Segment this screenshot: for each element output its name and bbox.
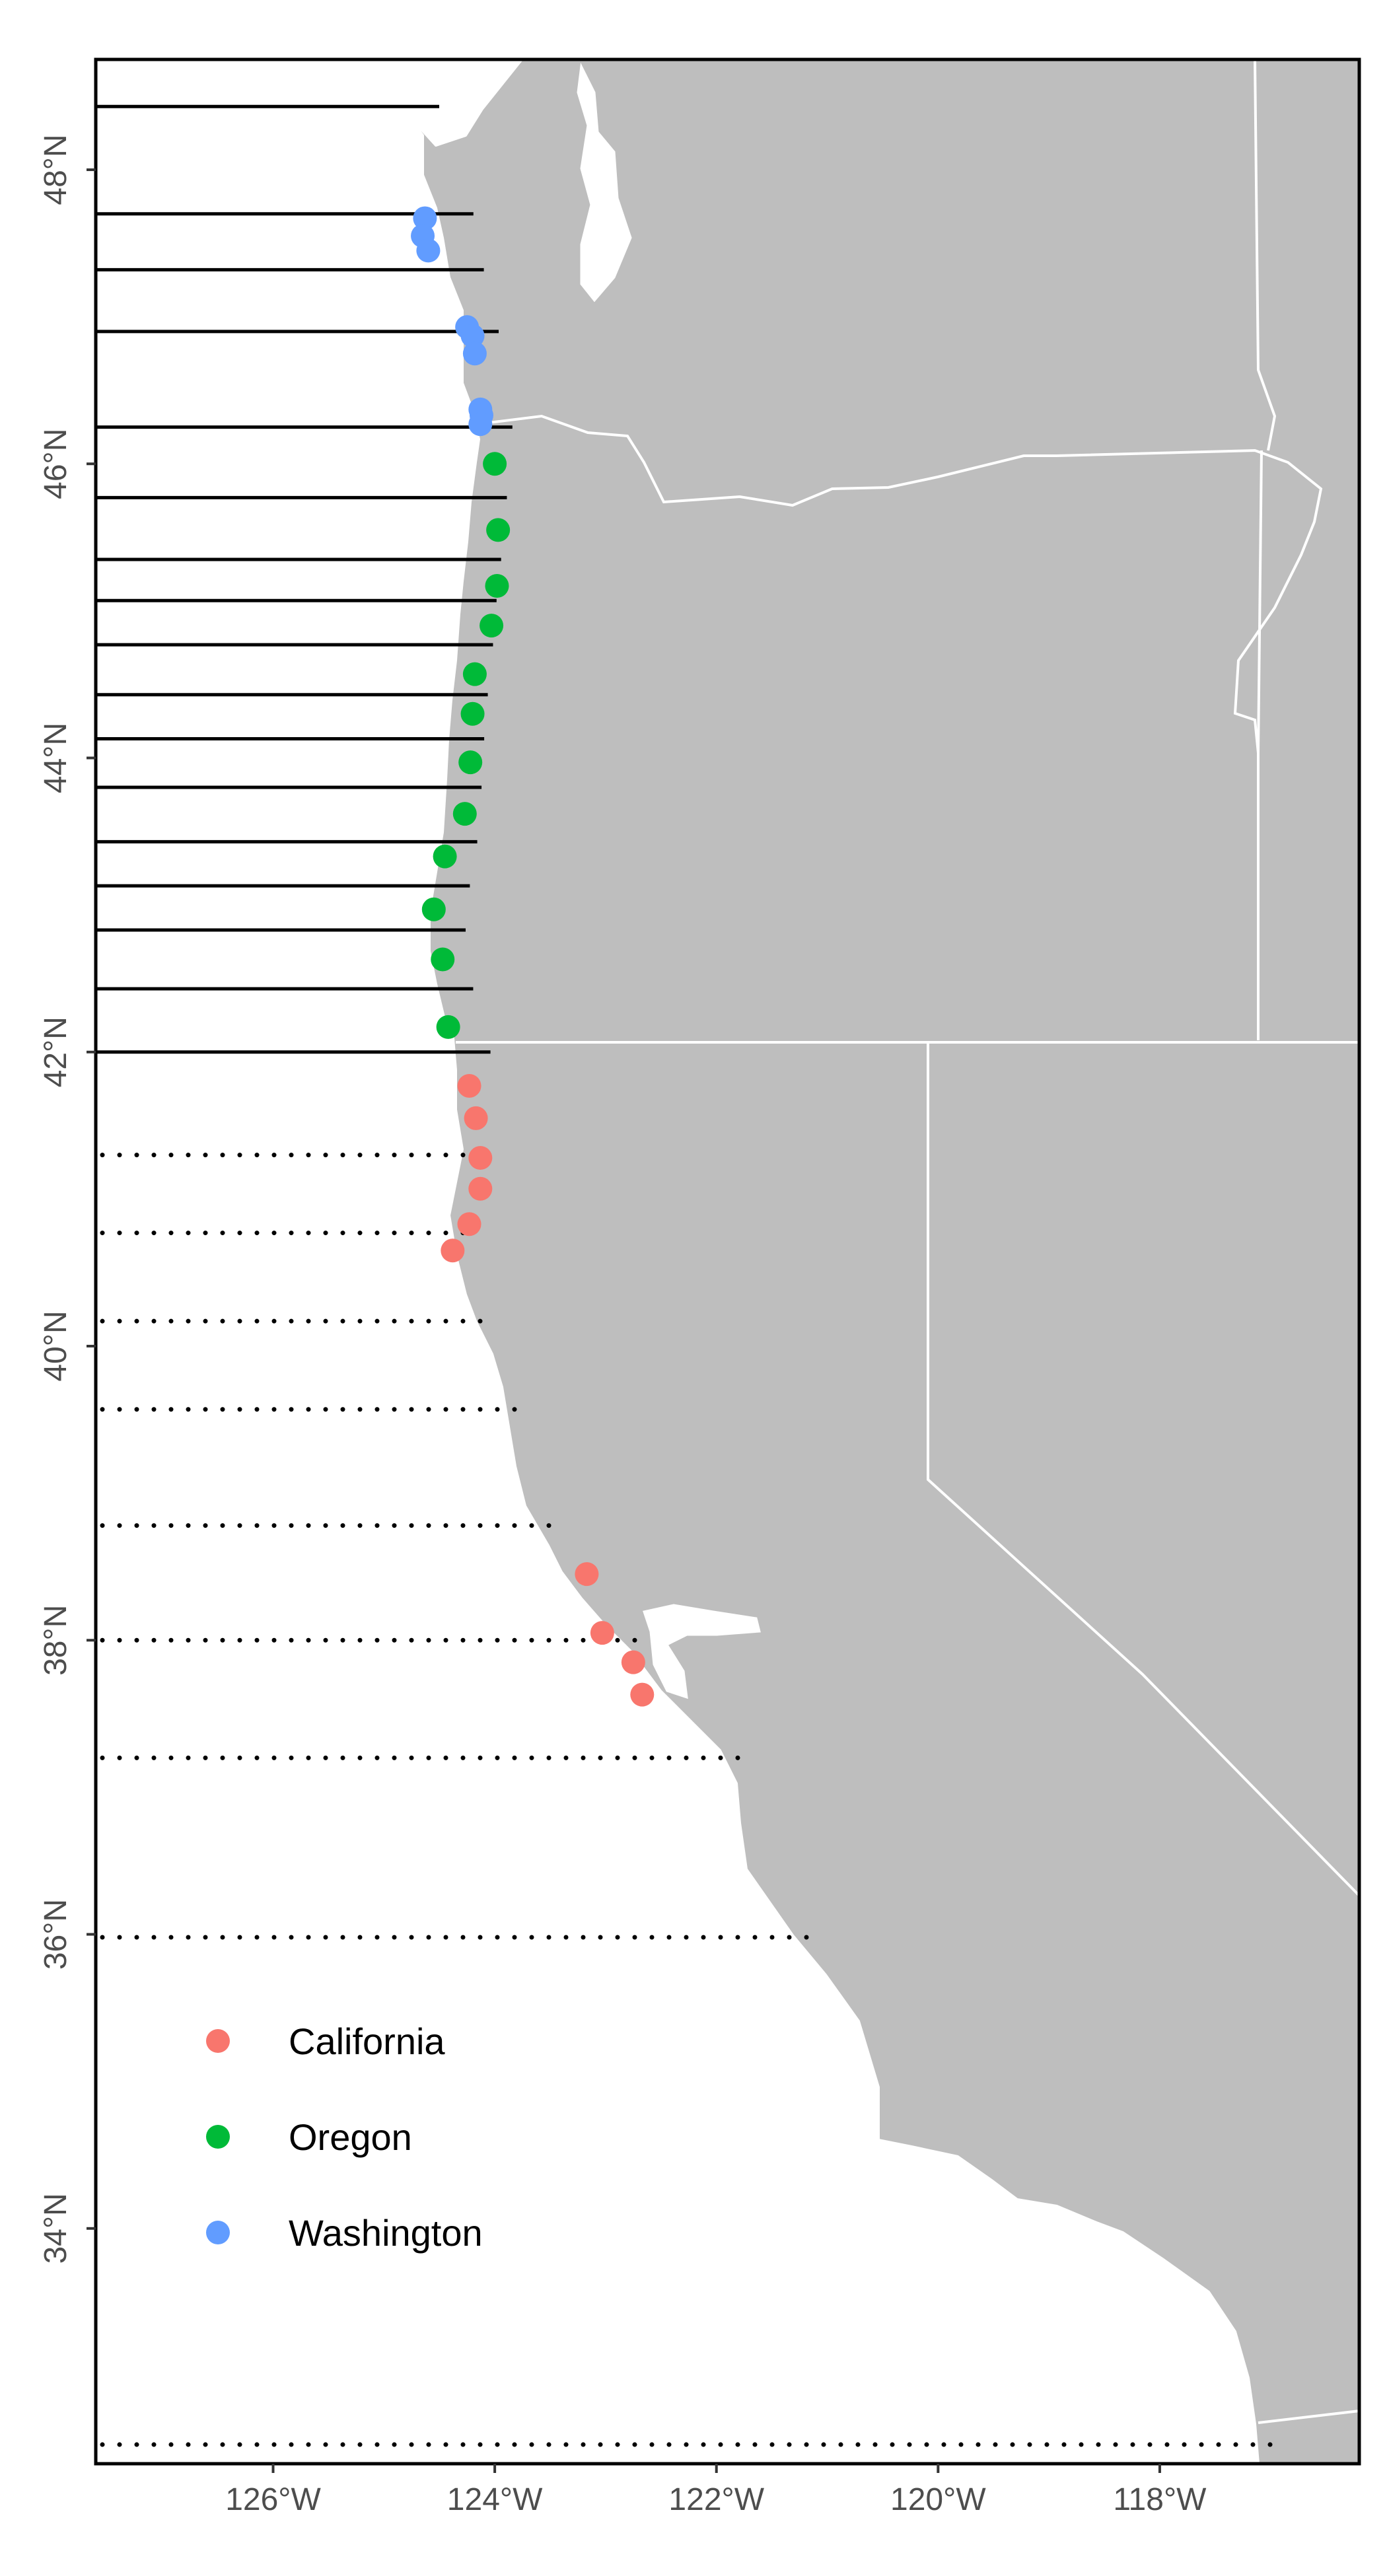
x-tick-label: 122°W [668, 2482, 764, 2517]
sample-point-california [457, 1212, 481, 1236]
y-tick-label: 46°N [38, 429, 73, 499]
y-axis: 34°N 36°N 38°N 40°N 42°N 44°N 46°N 48°N [38, 134, 96, 2264]
sound-water [577, 62, 632, 303]
sample-point-oregon [460, 701, 485, 726]
sample-points [411, 206, 655, 1707]
x-tick-label: 120°W [890, 2482, 986, 2517]
sample-point-washington [413, 206, 437, 231]
state-borders [454, 59, 1361, 2424]
sample-point-california [630, 1682, 655, 1707]
sample-point-california [441, 1238, 465, 1263]
x-tick-label: 124°W [447, 2482, 543, 2517]
sample-point-california [464, 1106, 488, 1130]
latitude-lines [96, 104, 1277, 2447]
sample-point-washington [462, 341, 487, 366]
sample-point-washington [416, 238, 441, 263]
legend-label-oregon: Oregon [289, 2116, 412, 2158]
sample-point-oregon [452, 802, 477, 826]
panel-border [94, 57, 1361, 2466]
sample-point-oregon [462, 662, 487, 686]
sample-point-oregon [458, 750, 483, 775]
sample-point-oregon [485, 574, 509, 598]
y-tick-label: 40°N [38, 1310, 73, 1381]
sample-point-california [575, 1562, 599, 1587]
sample-point-washington [460, 324, 485, 348]
bay-water [643, 1604, 761, 1699]
sample-point-oregon [421, 897, 446, 921]
sample-point-oregon [480, 614, 504, 638]
y-tick-label: 42°N [38, 1017, 73, 1087]
sample-point-california [468, 1176, 493, 1201]
sample-point-california [457, 1073, 481, 1098]
sample-point-oregon [436, 1015, 460, 1039]
sample-point-washington [468, 412, 493, 437]
y-tick-label: 34°N [38, 2193, 73, 2264]
y-tick-label: 48°N [38, 134, 73, 205]
x-tick-label: 126°W [225, 2482, 321, 2517]
legend: California Oregon Washington [206, 2021, 483, 2254]
sample-point-oregon [433, 844, 457, 869]
sample-point-oregon [486, 518, 511, 542]
land-layer [402, 58, 1361, 2465]
y-tick-label: 44°N [38, 723, 73, 793]
legend-key-oregon [206, 2125, 230, 2149]
x-axis: 126°W 124°W 122°W 120°W 118°W [225, 2464, 1207, 2517]
sample-point-oregon [483, 452, 507, 476]
sample-point-california [621, 1650, 645, 1674]
legend-key-california [206, 2029, 230, 2053]
y-tick-label: 36°N [38, 1899, 73, 1970]
sample-point-california [590, 1621, 614, 1645]
sample-point-california [468, 1146, 493, 1170]
land-mass [402, 58, 1361, 2465]
y-tick-label: 38°N [38, 1605, 73, 1676]
legend-label-california: California [289, 2021, 445, 2062]
legend-key-washington [206, 2221, 230, 2244]
sample-point-oregon [431, 947, 455, 972]
legend-label-washington: Washington [289, 2212, 483, 2254]
x-tick-label: 118°W [1113, 2482, 1207, 2517]
